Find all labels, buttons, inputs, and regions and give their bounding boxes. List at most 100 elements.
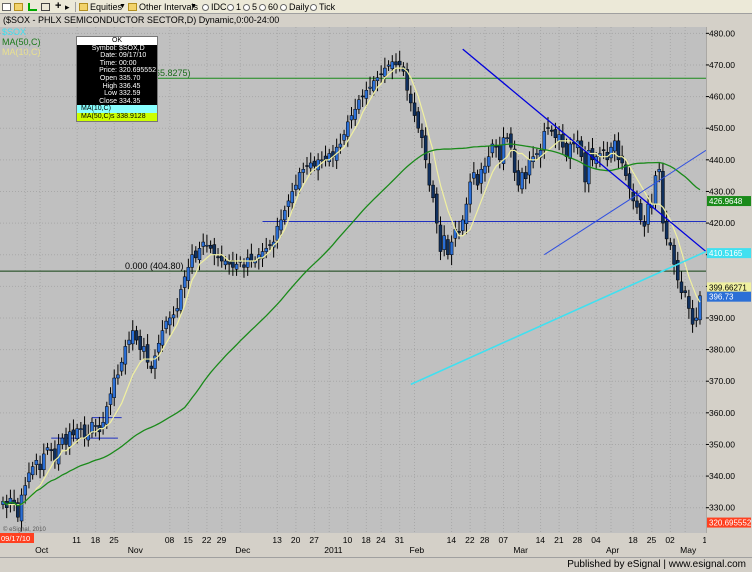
folder-icon xyxy=(128,3,137,11)
interval-60[interactable]: 60 xyxy=(259,1,278,13)
candle-body xyxy=(208,244,213,249)
candle-body xyxy=(505,137,509,139)
candle-body xyxy=(423,135,428,161)
y-tick-label: 340.00 xyxy=(709,471,735,481)
infobox-key: Open xyxy=(99,74,117,82)
candle-body xyxy=(420,129,424,138)
candle-body xyxy=(527,159,532,176)
candle-body xyxy=(383,67,387,77)
new-folder-icon[interactable] xyxy=(14,1,25,13)
candle-body xyxy=(464,203,469,224)
radio-icon xyxy=(310,4,317,11)
plus-icon[interactable]: + xyxy=(55,0,62,12)
radio-icon xyxy=(259,4,266,11)
chart-titlebar: ($SOX - PHLX SEMICONDUCTOR SECTOR,D) Dyn… xyxy=(0,14,752,27)
legend-ma10[interactable]: MA(10,C) xyxy=(2,47,41,57)
candle-body xyxy=(201,241,205,247)
candle-body xyxy=(635,200,639,208)
interval-daily[interactable]: Daily xyxy=(280,1,309,13)
x-tick-label: 28 xyxy=(480,535,490,545)
interval-idc[interactable]: IDC xyxy=(202,1,227,13)
y-tick-label: 430.00 xyxy=(709,186,735,196)
candle-body xyxy=(646,203,650,225)
x-tick-label: 13 xyxy=(272,535,282,545)
candle-body xyxy=(175,308,179,312)
other-intervals-menu[interactable]: Other Intervals xyxy=(128,1,198,13)
candle-body xyxy=(427,163,432,186)
candle-body xyxy=(112,377,116,398)
trendline-down xyxy=(462,48,707,253)
equities-menu[interactable]: Equities xyxy=(79,1,122,13)
x-tick-label: 18 xyxy=(91,535,101,545)
interval-tick[interactable]: Tick xyxy=(310,1,335,13)
y-tick-label: 330.00 xyxy=(709,503,735,513)
candle-body xyxy=(145,344,150,363)
candle-body xyxy=(668,242,673,246)
chevron-down-icon[interactable]: ▼ xyxy=(119,3,126,10)
x-tick-label: 10 xyxy=(343,535,353,545)
infobox-key: Price: xyxy=(99,67,117,75)
grid-icon[interactable] xyxy=(41,1,52,13)
date-tag-bg xyxy=(0,533,34,543)
candle-body xyxy=(320,159,324,162)
arrow-icon[interactable]: ▸ xyxy=(65,2,70,12)
cursor-info-box: OK Symbol: $SOX,D Date: 09/17/10 Time: 00:00 P… xyxy=(76,36,158,122)
ma10-price-tag-bg xyxy=(707,282,751,293)
candle-body xyxy=(8,497,13,505)
x-tick-label: 18 xyxy=(361,535,371,545)
candle-body xyxy=(375,77,380,82)
candle-body xyxy=(520,172,524,190)
date-axis[interactable]: 27Oct111825Nov08152229Dec132027201110182… xyxy=(0,533,749,557)
candle-body xyxy=(301,169,306,173)
x-tick-label: 08 xyxy=(165,535,175,545)
ma50-price-tag-bg xyxy=(707,196,751,207)
candle-body xyxy=(49,449,53,452)
candle-body xyxy=(431,184,435,199)
candle-body xyxy=(371,80,376,92)
publisher-text: Published by eSignal | www.esignal.com xyxy=(567,559,746,570)
legend-sox[interactable]: $SOX xyxy=(2,27,27,37)
candle-body xyxy=(127,339,131,345)
candle-body xyxy=(245,257,250,268)
candle-body xyxy=(616,140,621,161)
x-tick-label: 20 xyxy=(291,535,301,545)
candle-body xyxy=(397,60,402,66)
candle-body xyxy=(620,155,624,164)
candle-body xyxy=(75,428,79,440)
candle-body xyxy=(661,170,665,224)
candle-body xyxy=(679,281,684,293)
interval-1[interactable]: 1 xyxy=(227,1,241,13)
candle-body xyxy=(624,164,628,176)
candle-body xyxy=(564,143,569,157)
price-axis[interactable]: 330.00 340.00 350.00 360.00 370.00 380.00 390.… xyxy=(705,27,752,533)
infobox-row: Time: 00:00 xyxy=(77,60,157,68)
candle-body xyxy=(134,330,139,341)
x-tick-label: 14 xyxy=(536,535,546,545)
candle-body xyxy=(108,393,113,405)
x-tick-label: 02 xyxy=(665,535,675,545)
interval-5[interactable]: 5 xyxy=(243,1,257,13)
chevron-down-icon[interactable]: ▼ xyxy=(190,3,197,10)
chart-icon[interactable] xyxy=(28,1,39,13)
infobox-value: 334.35 xyxy=(119,97,141,105)
infobox-row: High 336.45 xyxy=(77,83,157,91)
candle-body xyxy=(698,295,702,321)
candle-body xyxy=(509,133,513,148)
candle-body xyxy=(71,429,76,436)
x-tick-label: Oct xyxy=(35,545,49,555)
x-tick-label: Mar xyxy=(513,545,528,555)
watermark-text: © eSignal, 2010 xyxy=(3,526,46,533)
legend-ma50[interactable]: MA(50,C) xyxy=(2,37,41,47)
candle-body xyxy=(264,248,268,252)
candle-body xyxy=(219,255,224,262)
candle-body xyxy=(549,129,554,132)
infobox-row: Low 332.59 xyxy=(77,90,157,98)
fib-label-zero: 0.000 (404.80) xyxy=(125,261,184,271)
candle-body xyxy=(553,129,558,138)
candle-body xyxy=(438,224,443,252)
infobox-key: Close xyxy=(99,97,117,105)
file-icon[interactable] xyxy=(2,1,13,13)
candle-body xyxy=(601,149,606,151)
x-tick-label: 16 xyxy=(702,535,706,545)
candle-body xyxy=(23,485,27,496)
